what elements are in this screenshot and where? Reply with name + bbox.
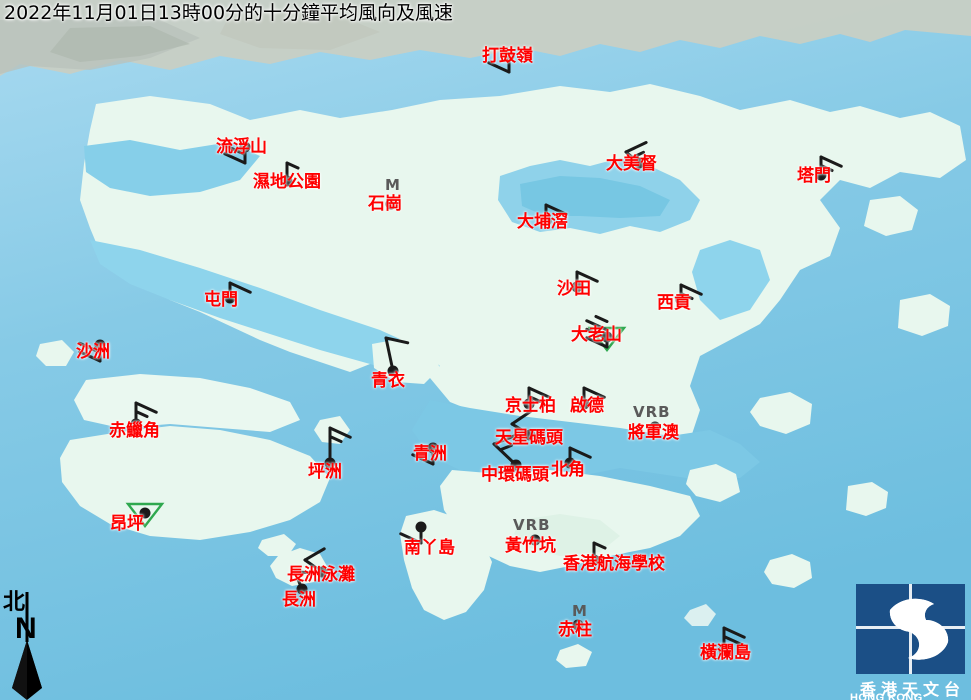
wind-barb (815, 155, 843, 181)
wind-barb (223, 141, 251, 165)
variable-wind-indicator: VRB (633, 403, 671, 421)
page-title: 2022年11月01日13時00分的十分鐘平均風向及風速 (4, 2, 454, 24)
new-territories-landmass (80, 84, 966, 452)
wind-barb (578, 386, 606, 410)
missing-indicator: M (385, 176, 400, 194)
wind-barb (384, 336, 410, 377)
wind-barb-layer (78, 50, 843, 656)
wind-barb (487, 50, 515, 74)
station-label: 天星碼頭 (495, 428, 563, 448)
wind-barb (78, 339, 106, 363)
station-label: 昂坪 (110, 514, 144, 534)
station-label: 南丫島 (404, 538, 455, 558)
station-label: 黃竹坑 (505, 536, 556, 556)
station-label: 流浮山 (216, 137, 267, 157)
station-label: 西貢 (657, 293, 691, 313)
variable-wind-indicator: VRB (513, 516, 551, 534)
station-label: 青衣 (371, 371, 405, 391)
wind-barb (125, 502, 165, 528)
station-label: 啟德 (570, 396, 604, 416)
station-label: 塔門 (797, 166, 831, 186)
wind-barb (303, 547, 328, 578)
station-label: 大老山 (571, 325, 622, 345)
wind-barb (572, 619, 584, 631)
wind-barb (588, 541, 607, 566)
station-label: 長洲泳灘 (287, 565, 355, 585)
wind-barb (293, 570, 319, 595)
station-label: 大美督 (606, 154, 657, 174)
wind-barb (540, 203, 568, 227)
station-label: 香港航海學校 (563, 554, 665, 574)
station-label: 打鼓嶺 (482, 46, 533, 66)
compass-rose: 北 N (2, 592, 62, 700)
wind-barb (564, 446, 592, 469)
wind-barb (510, 410, 536, 441)
station-label: 坪洲 (308, 462, 342, 482)
station-label: 青洲 (413, 444, 447, 464)
wind-barb (324, 426, 352, 469)
wind-barb (523, 386, 551, 410)
wind-barb (624, 141, 648, 169)
wind-barb (529, 534, 541, 546)
station-label: 橫瀾島 (700, 643, 751, 663)
station-label: 赤柱 (558, 620, 592, 640)
station-label: 屯門 (204, 290, 238, 310)
wind-barb (571, 270, 599, 293)
wind-barb (492, 434, 522, 471)
wind-barb (649, 421, 661, 433)
wind-barb (399, 521, 427, 545)
logo-text-en: HONG KONG OBSERVATORY (850, 692, 923, 700)
wind-barb (675, 283, 703, 306)
station-label: 大埔滘 (517, 212, 568, 232)
station-label: 沙田 (557, 279, 591, 299)
station-label: 長洲 (282, 590, 316, 610)
wind-barb (224, 281, 252, 304)
hko-logo: 香港天文台 HONG KONG OBSERVATORY (850, 582, 969, 700)
station-label: 赤鱲角 (109, 421, 160, 441)
station-label: 京士柏 (505, 396, 556, 416)
logo-text-cn: 香港天文台 (860, 680, 966, 699)
station-label: 北角 (551, 460, 585, 480)
compass-label-cn: 北 (3, 590, 26, 615)
station-label: 濕地公園 (253, 172, 321, 192)
station-label: 將軍澳 (628, 423, 679, 443)
wind-barb (385, 198, 397, 210)
mainland-landmass (0, 0, 971, 76)
station-label: 沙洲 (76, 342, 110, 362)
wind-barb (411, 442, 439, 466)
station-label: 石崗 (368, 194, 402, 214)
wind-barb (585, 314, 627, 352)
station-label: 中環碼頭 (481, 465, 549, 485)
wind-barb (281, 161, 300, 187)
wind-barb (718, 626, 746, 656)
missing-indicator: M (572, 602, 587, 620)
hko-emblem-icon (856, 584, 965, 674)
victoria-harbour-landmass (36, 196, 950, 668)
wind-barb (130, 401, 158, 430)
compass-needle-icon (12, 592, 42, 700)
